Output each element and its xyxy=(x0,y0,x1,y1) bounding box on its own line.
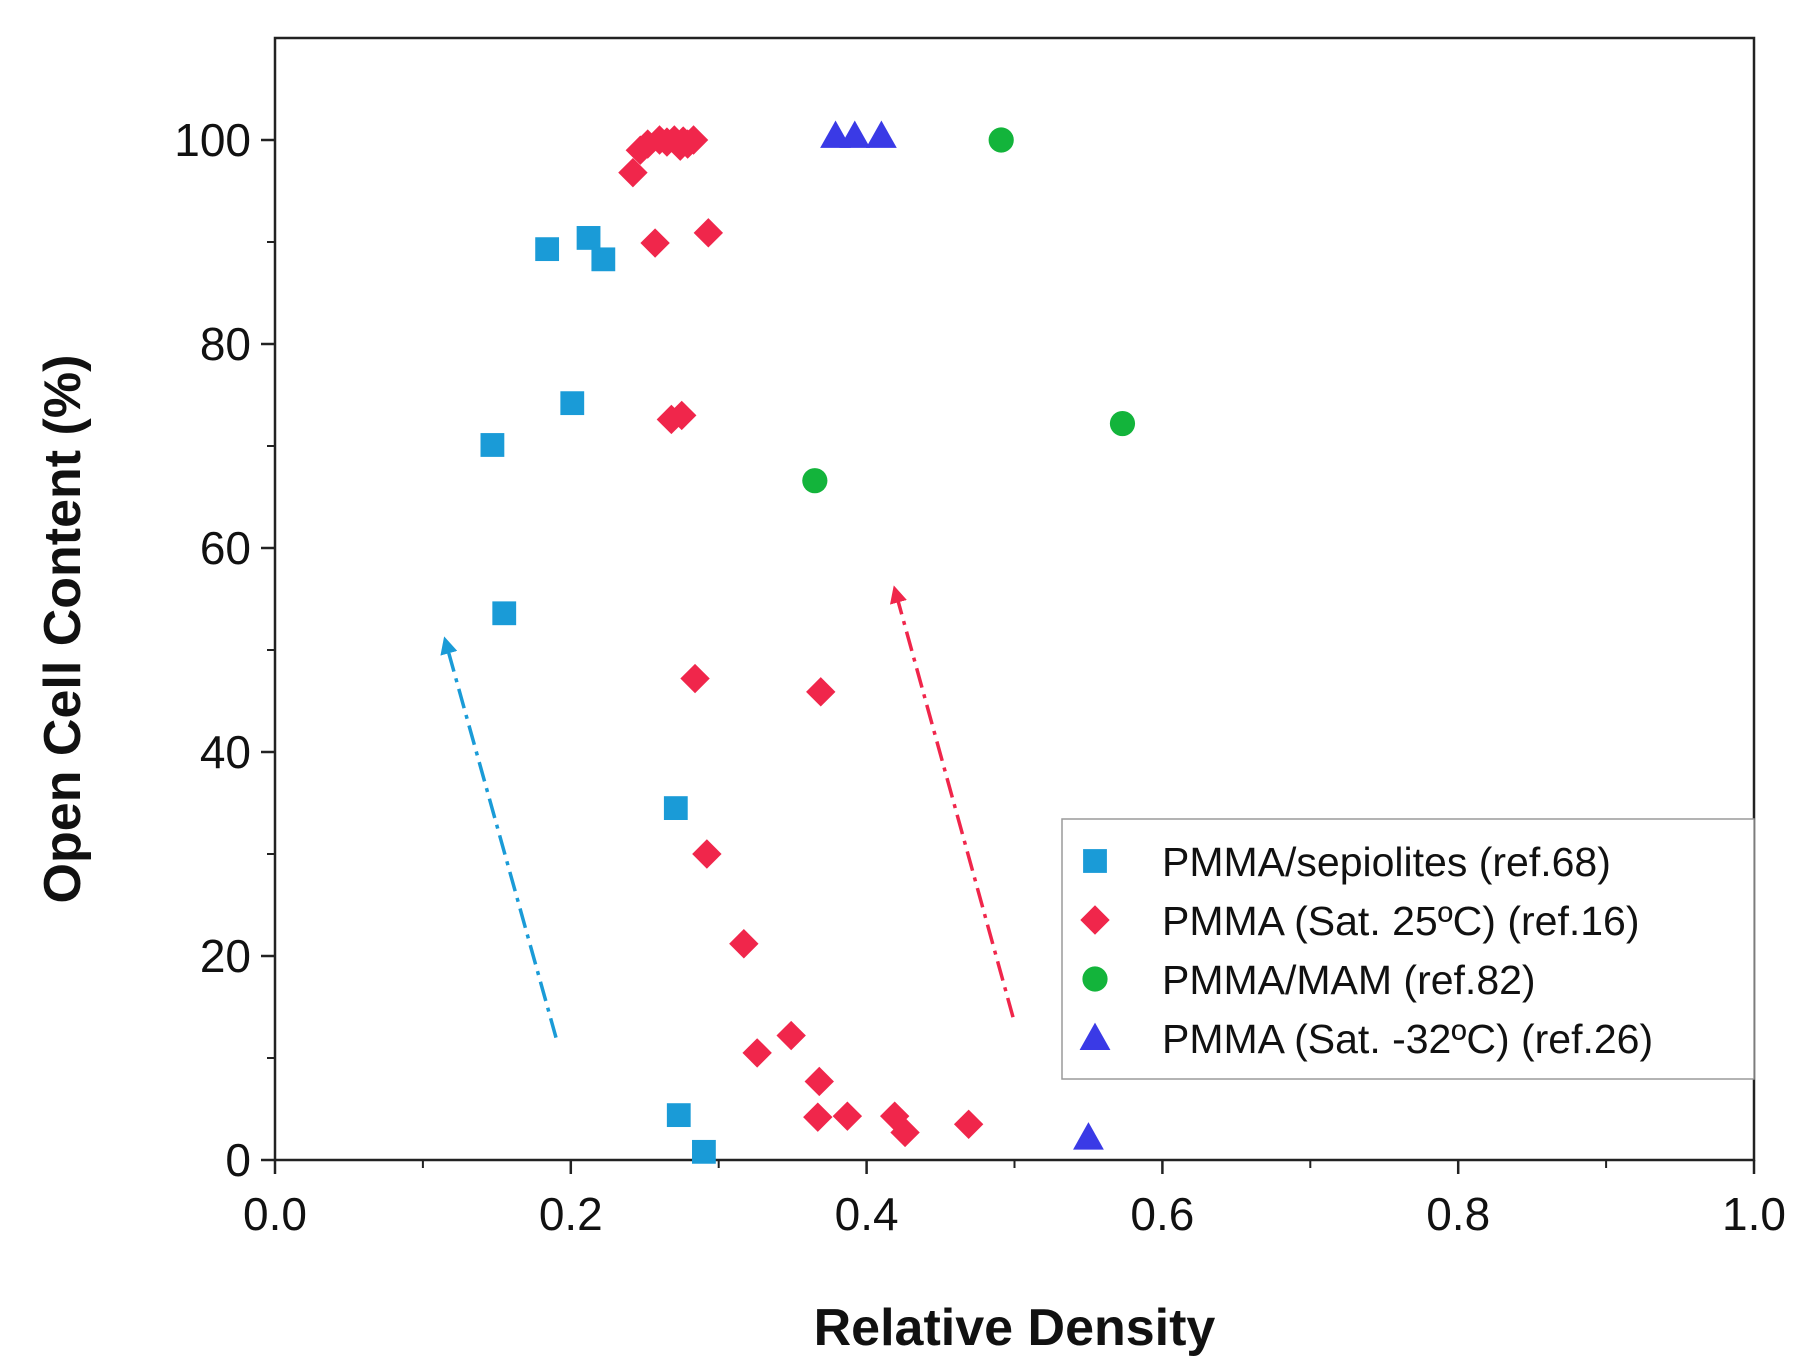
x-axis-title: Relative Density xyxy=(814,1299,1216,1357)
data-point-square xyxy=(576,226,601,250)
data-point-square xyxy=(663,796,688,820)
data-point-circle xyxy=(988,127,1014,153)
data-point-diamond xyxy=(692,839,722,869)
series-square xyxy=(480,226,716,1164)
data-point-square xyxy=(480,433,505,457)
series-circle xyxy=(802,127,1136,494)
legend-item: PMMA (Sat. 25ºC) (ref.16) xyxy=(1080,898,1640,944)
legend-label: PMMA (Sat. 25ºC) (ref.16) xyxy=(1162,898,1640,944)
x-tick-label: 0.8 xyxy=(1426,1188,1490,1240)
y-tick-label: 80 xyxy=(200,318,251,370)
data-point-triangle xyxy=(1073,1122,1104,1150)
series-triangle xyxy=(820,120,1104,1150)
data-point-diamond xyxy=(803,1102,833,1132)
tick-layer: 0.0 0.2 0.4 0.6 0.8 1.0 0 20 40 60 80 100 xyxy=(174,114,1786,1240)
legend-items: PMMA/sepiolites (ref.68) PMMA (Sat. 25ºC)… xyxy=(1079,839,1653,1062)
data-point-square xyxy=(560,391,585,416)
data-point-diamond xyxy=(729,929,759,959)
y-axis-title: Open Cell Content (%) xyxy=(34,355,92,904)
data-point-square xyxy=(692,1139,716,1164)
legend-marker-square xyxy=(1083,849,1107,873)
data-point-circle xyxy=(802,468,828,494)
trend-arrow xyxy=(440,636,558,1039)
legend: PMMA/sepiolites (ref.68) PMMA (Sat. 25ºC)… xyxy=(1061,818,1755,1080)
x-tick-label: 1.0 xyxy=(1722,1188,1786,1240)
data-point-diamond xyxy=(678,125,709,155)
x-tick-label: 0.0 xyxy=(243,1188,307,1240)
annotation-layer xyxy=(440,585,1015,1039)
data-point-diamond xyxy=(880,1101,910,1131)
trend-arrow xyxy=(889,585,1015,1018)
y-tick-label: 0 xyxy=(225,1134,251,1186)
legend-item: PMMA/sepiolites (ref.68) xyxy=(1083,839,1611,885)
legend-marker-diamond xyxy=(1080,905,1110,935)
data-point-triangle xyxy=(839,120,871,148)
legend-marker-triangle xyxy=(1079,1022,1111,1051)
y-tick-label: 40 xyxy=(200,726,251,778)
y-tick-label: 20 xyxy=(200,930,251,982)
series-diamond xyxy=(618,125,984,1148)
legend-marker-circle xyxy=(1082,966,1108,992)
x-tick-label: 0.6 xyxy=(1130,1188,1194,1240)
x-tick-label: 0.2 xyxy=(539,1188,603,1240)
data-point-diamond xyxy=(742,1038,772,1068)
series-layer xyxy=(480,120,1136,1164)
data-point-diamond xyxy=(667,400,697,431)
y-tick-label: 100 xyxy=(174,114,251,166)
data-point-diamond xyxy=(890,1117,920,1148)
data-point-diamond xyxy=(806,677,836,707)
legend-box xyxy=(1061,818,1755,1080)
data-point-diamond xyxy=(776,1020,806,1051)
data-point-square xyxy=(492,601,517,626)
legend-item: PMMA/MAM (ref.82) xyxy=(1082,957,1536,1003)
data-point-circle xyxy=(1109,410,1136,437)
data-point-diamond xyxy=(953,1109,984,1139)
data-point-square xyxy=(666,1103,691,1128)
data-point-diamond xyxy=(832,1101,863,1131)
x-tick-label: 0.4 xyxy=(835,1188,899,1240)
legend-label: PMMA/MAM (ref.82) xyxy=(1162,957,1536,1003)
data-point-triangle xyxy=(865,120,897,148)
data-point-square xyxy=(535,237,560,262)
data-point-diamond xyxy=(680,663,710,694)
legend-item: PMMA (Sat. -32ºC) (ref.26) xyxy=(1079,1016,1653,1062)
data-point-diamond xyxy=(640,228,670,258)
data-point-diamond xyxy=(804,1066,834,1097)
legend-label: PMMA/sepiolites (ref.68) xyxy=(1162,839,1611,885)
data-point-square xyxy=(591,247,616,272)
legend-label: PMMA (Sat. -32ºC) (ref.26) xyxy=(1162,1016,1653,1062)
y-tick-label: 60 xyxy=(200,522,251,574)
data-point-diamond xyxy=(693,218,724,248)
data-point-diamond xyxy=(618,157,648,188)
